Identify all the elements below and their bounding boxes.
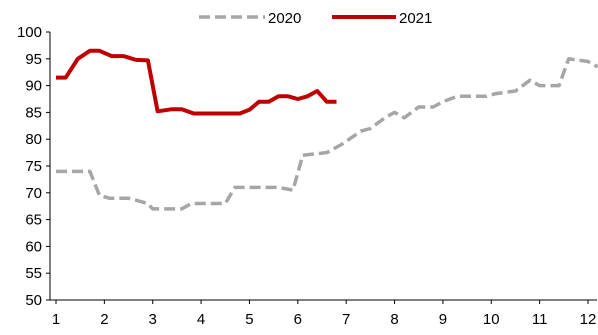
x-tick-label: 9 xyxy=(439,311,447,328)
y-tick-label: 95 xyxy=(25,51,42,68)
y-tick-label: 60 xyxy=(25,238,42,255)
y-tick-label: 50 xyxy=(25,292,42,309)
y-tick-label: 65 xyxy=(25,212,42,229)
y-tick-label: 55 xyxy=(25,265,42,282)
y-tick-label: 80 xyxy=(25,131,42,148)
x-tick-label: 1 xyxy=(52,311,60,328)
x-tick-label: 4 xyxy=(197,311,205,328)
x-tick-label: 2 xyxy=(100,311,108,328)
x-tick-label: 5 xyxy=(245,311,253,328)
x-tick-label: 11 xyxy=(532,311,548,328)
x-tick-label: 10 xyxy=(483,311,500,328)
x-tick-label: 8 xyxy=(390,311,398,328)
x-tick-label: 12 xyxy=(580,311,597,328)
series-lines xyxy=(56,48,598,211)
legend-label-2020: 2020 xyxy=(268,10,301,27)
y-tick-label: 70 xyxy=(25,185,42,202)
y-tick-label: 100 xyxy=(17,24,42,41)
series-line-2020 xyxy=(56,57,598,211)
x-tick-label: 7 xyxy=(342,311,350,328)
legend: 2020 2021 xyxy=(199,10,432,27)
x-tick-label: 6 xyxy=(294,311,302,328)
series-line-2021 xyxy=(56,48,337,116)
y-tick-label: 75 xyxy=(25,158,42,175)
y-tick-label: 85 xyxy=(25,104,42,121)
y-tick-label: 90 xyxy=(25,78,42,95)
legend-label-2021: 2021 xyxy=(399,10,432,27)
x-tick-label: 3 xyxy=(149,311,157,328)
